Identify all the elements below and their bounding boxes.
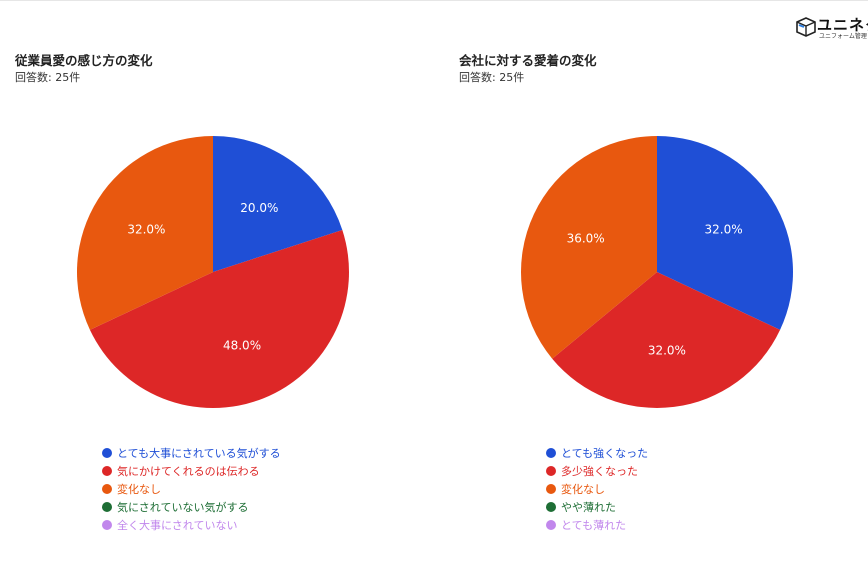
response-count: 回答数: 25件 [15, 71, 81, 84]
legend-swatch [102, 466, 112, 476]
pie-slice-label: 20.0% [240, 201, 278, 215]
legend-label: 変化なし [117, 483, 161, 496]
legend-label: 多少強くなった [561, 465, 638, 478]
chart-legend: とても大事にされている気がする 気にかけてくれるのは伝わる 変化なし気にされていない… [102, 444, 281, 534]
legend-swatch [546, 448, 556, 458]
pie-slice [89, 229, 350, 409]
legend-label: 気にされていない気がする [117, 501, 249, 514]
pie-slice [521, 136, 657, 359]
legend-item: 変化なし [102, 480, 281, 498]
legend-label: 気にかけてくれるのは伝わる [117, 465, 260, 478]
legend-label: とても大事にされている気がする [117, 447, 281, 460]
pie-slice [552, 272, 781, 408]
pie-slice-label: 32.0% [127, 223, 165, 237]
top-divider [0, 0, 868, 1]
legend-item: 気にされていない気がする [102, 498, 281, 516]
response-count: 回答数: 25件 [459, 71, 525, 84]
brand-tagline: ユニフォーム管理 [819, 33, 867, 40]
box-logo-icon [796, 17, 816, 37]
pie-slice [657, 136, 793, 330]
chart-title: 従業員愛の感じ方の変化 [15, 53, 153, 68]
chart-legend: とても強くなった 多少強くなった 変化なしやや薄れたとても薄れた [546, 444, 648, 534]
legend-item: とても大事にされている気がする [102, 444, 281, 462]
legend-swatch [102, 502, 112, 512]
legend-label: 全く大事にされていない [117, 519, 238, 532]
brand-logo: ユニネク ユニフォーム管理 [795, 14, 868, 42]
chart-panel-employee-love: 従業員愛の感じ方の変化 回答数: 25件 20.0% 48.0% 32.0% とても… [0, 0, 430, 576]
chart-title: 会社に対する愛着の変化 [459, 53, 597, 68]
legend-item: とても薄れた [546, 516, 648, 534]
pie-slice [76, 136, 214, 330]
legend-item: 変化なし [546, 480, 648, 498]
pie-slice-label: 36.0% [567, 231, 605, 245]
legend-item: 気にかけてくれるのは伝わる [102, 462, 281, 480]
chart-panel-company-attachment: 会社に対する愛着の変化 回答数: 25件 32.0% 32.0% 36.0% とても… [444, 0, 868, 576]
legend-swatch [102, 448, 112, 458]
legend-item: 多少強くなった [546, 462, 648, 480]
brand-name: ユニネク [817, 16, 868, 34]
legend-swatch [546, 502, 556, 512]
legend-swatch [546, 484, 556, 494]
pie-slice-label: 32.0% [648, 343, 686, 357]
pie-slice [213, 136, 343, 272]
legend-swatch [546, 466, 556, 476]
pie-chart: 32.0% 32.0% 36.0% [521, 136, 793, 408]
legend-item: 全く大事にされていない [102, 516, 281, 534]
legend-label: とても強くなった [561, 447, 649, 460]
legend-item: やや薄れた [546, 498, 648, 516]
legend-swatch [102, 520, 112, 530]
pie-slice-label: 48.0% [223, 338, 261, 352]
legend-label: 変化なし [561, 483, 605, 496]
pie-chart: 20.0% 48.0% 32.0% [76, 136, 350, 409]
legend-label: やや薄れた [561, 501, 616, 514]
legend-item: とても強くなった [546, 444, 648, 462]
legend-swatch [546, 520, 556, 530]
legend-label: とても薄れた [561, 519, 627, 532]
pie-slice-label: 32.0% [705, 223, 743, 237]
legend-swatch [102, 484, 112, 494]
